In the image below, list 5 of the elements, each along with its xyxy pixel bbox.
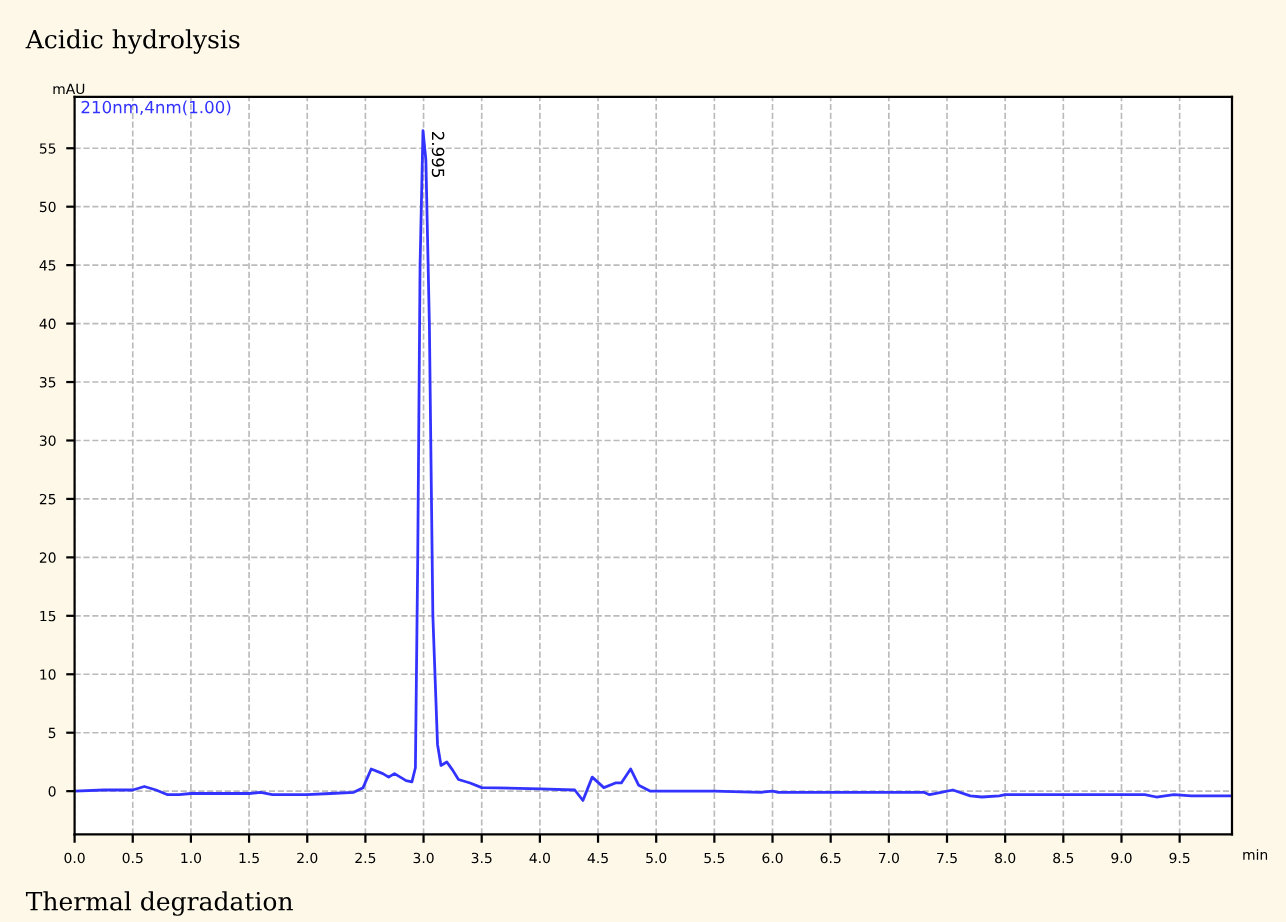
line-series [74,129,1232,802]
annotation: 2.995 [431,131,445,177]
annotation: 210nm,4nm(1.00) [81,100,231,116]
chart-title: Acidic hydrolysis [25,29,240,54]
text: Thermal degradation [25,891,293,916]
